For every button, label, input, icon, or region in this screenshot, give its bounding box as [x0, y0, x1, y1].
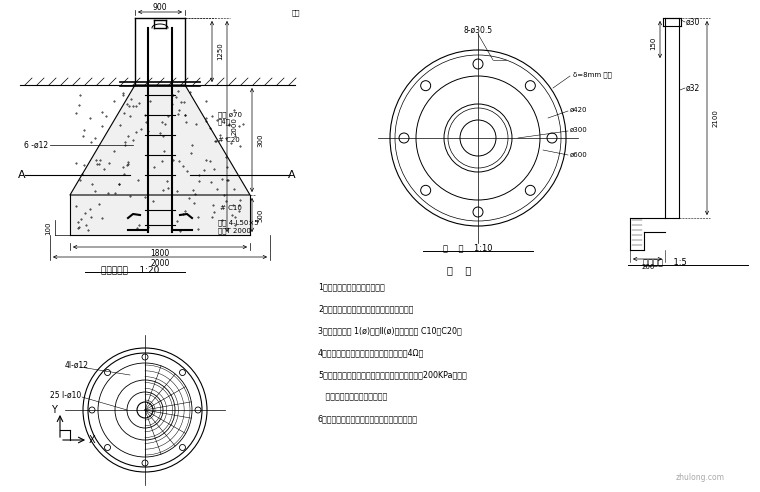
- Circle shape: [525, 185, 535, 195]
- Text: 共4套: 共4套: [218, 119, 231, 125]
- Circle shape: [473, 207, 483, 217]
- Circle shape: [525, 81, 535, 91]
- Text: # C20: # C20: [218, 137, 239, 143]
- Text: Y: Y: [51, 405, 57, 415]
- Circle shape: [421, 81, 431, 91]
- Text: ø32: ø32: [686, 84, 700, 92]
- Circle shape: [195, 407, 201, 413]
- Circle shape: [142, 460, 148, 466]
- Circle shape: [142, 354, 148, 360]
- Text: 300: 300: [257, 133, 263, 147]
- Polygon shape: [70, 85, 250, 195]
- Text: 4Ι-ø12: 4Ι-ø12: [65, 361, 89, 369]
- Text: 150: 150: [650, 36, 656, 50]
- Text: 2100: 2100: [713, 109, 719, 127]
- Polygon shape: [70, 195, 250, 235]
- Text: 1、本图尺寸单位均以毫米计。: 1、本图尺寸单位均以毫米计。: [318, 282, 385, 291]
- Circle shape: [547, 133, 557, 143]
- Text: 截    面    1:10: 截 面 1:10: [443, 244, 492, 252]
- Text: 不良地质土应进行处理处理。: 不良地质土应进行处理处理。: [318, 392, 388, 401]
- Text: 6 -ø12: 6 -ø12: [24, 141, 48, 150]
- Text: 200: 200: [641, 264, 654, 270]
- Circle shape: [179, 444, 185, 451]
- Text: 锚入T 2000: 锚入T 2000: [218, 228, 251, 234]
- Text: 5、要求路灯基础置于原状土上，地基承载力大于200KPa，如遇: 5、要求路灯基础置于原状土上，地基承载力大于200KPa，如遇: [318, 370, 467, 379]
- Circle shape: [105, 369, 110, 375]
- Text: 地板: 地板: [292, 10, 300, 16]
- Text: 基础侧面图    1:20: 基础侧面图 1:20: [101, 266, 159, 275]
- Text: A: A: [18, 170, 26, 180]
- Circle shape: [105, 444, 110, 451]
- Text: A: A: [288, 170, 296, 180]
- Text: 地脚螺栓    1:5: 地脚螺栓 1:5: [643, 257, 687, 267]
- Circle shape: [89, 407, 95, 413]
- Text: 2000: 2000: [232, 117, 238, 135]
- Text: 1800: 1800: [150, 248, 169, 257]
- Text: 1250: 1250: [217, 42, 223, 60]
- Text: X: X: [89, 435, 95, 445]
- Text: ø300: ø300: [570, 127, 587, 133]
- Text: 2000: 2000: [150, 259, 169, 269]
- Circle shape: [473, 59, 483, 69]
- Circle shape: [179, 369, 185, 375]
- Text: ø420: ø420: [570, 107, 587, 113]
- Text: 4、地表面以下清水；接地接地电阻不大于4Ω。: 4、地表面以下清水；接地接地电阻不大于4Ω。: [318, 348, 424, 357]
- Text: ø600: ø600: [570, 152, 587, 158]
- Text: 25 Ι-ø10: 25 Ι-ø10: [50, 391, 81, 400]
- Text: 3、材料：钢筋 1(ø)级，Ⅱ(ø)级；混凝土 C10、C20。: 3、材料：钢筋 1(ø)级，Ⅱ(ø)级；混凝土 C10、C20。: [318, 326, 462, 335]
- Text: 2、本基础图适用于固定式灯杆，中型灯盘。: 2、本基础图适用于固定式灯杆，中型灯盘。: [318, 304, 413, 313]
- Text: 900: 900: [153, 2, 167, 11]
- Text: ø30: ø30: [686, 18, 701, 27]
- Circle shape: [399, 133, 409, 143]
- Text: 钢管 ø70: 钢管 ø70: [218, 112, 242, 118]
- Text: δ=8mm 钢板: δ=8mm 钢板: [573, 72, 612, 78]
- Text: # C10: # C10: [220, 205, 242, 211]
- Text: 100: 100: [45, 221, 51, 235]
- Circle shape: [421, 185, 431, 195]
- Text: 说    明: 说 明: [447, 265, 471, 275]
- Text: 8-ø30.5: 8-ø30.5: [464, 26, 492, 34]
- Text: 500: 500: [257, 208, 263, 222]
- Text: 6、基础周围回填土应按路面压实度要求处理。: 6、基础周围回填土应按路面压实度要求处理。: [318, 414, 418, 423]
- Text: 钢板 4-L50×5: 钢板 4-L50×5: [218, 220, 258, 226]
- Text: zhulong.com: zhulong.com: [676, 473, 724, 483]
